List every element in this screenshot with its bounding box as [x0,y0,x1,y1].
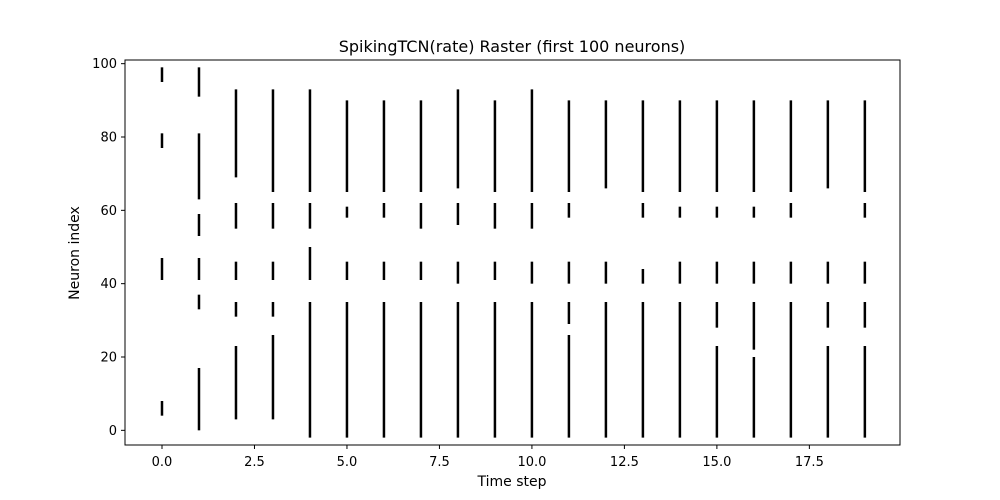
y-tick-label: 80 [100,131,117,146]
chart-title: SpikingTCN(rate) Raster (first 100 neuro… [339,37,686,56]
x-tick-label: 10.0 [517,455,546,470]
x-tick-label: 17.5 [795,455,824,470]
x-axis-label: Time step [477,474,547,490]
y-axis-label: Neuron index [67,206,83,300]
y-tick-label: 40 [100,277,117,292]
y-tick-label: 60 [100,204,117,219]
y-tick-label: 100 [92,57,117,72]
y-tick-label: 0 [109,424,117,439]
x-axis-ticks: 0.0 2.5 5.0 7.5 10.0 12.5 15.0 17.5 [152,445,824,470]
x-tick-label: 5.0 [337,455,358,470]
y-axis-ticks: 0 20 40 60 80 100 [92,57,125,439]
plot-area [160,67,867,438]
x-tick-label: 2.5 [244,455,265,470]
x-tick-label: 12.5 [610,455,639,470]
x-tick-label: 7.5 [429,455,450,470]
y-tick-label: 20 [100,351,117,366]
x-tick-label: 15.0 [702,455,731,470]
x-tick-label: 0.0 [152,455,173,470]
axes-frame [124,59,901,446]
